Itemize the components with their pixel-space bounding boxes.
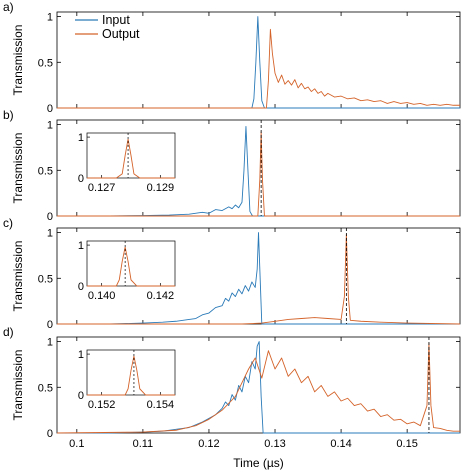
panel-3: 0 0.5 1 d) Transmission 0 1 0.152 0.154 — [3, 325, 461, 440]
y-axis-label: Transmission — [11, 241, 25, 312]
x-tick-label: 0.12 — [198, 438, 219, 450]
series-line-output — [56, 342, 460, 434]
y-tick-label: 0 — [47, 428, 53, 440]
series-line-input — [57, 125, 460, 217]
y-tick-label: 1 — [47, 120, 53, 132]
x-tick-label: 0.13 — [264, 438, 285, 450]
plot-frame — [56, 336, 461, 434]
y-axis-label: Transmission — [11, 133, 25, 204]
inset-y-tick-label: 1 — [78, 240, 84, 252]
inset-series-line-output — [87, 247, 175, 287]
inset-y-tick-label: 1 — [78, 132, 84, 144]
y-tick-label: 0 — [47, 319, 53, 331]
inset-x-tick-label: 0.127 — [88, 182, 116, 194]
y-axis-label: Transmission — [11, 25, 25, 96]
y-tick-label: 0.5 — [38, 165, 53, 177]
plot-frame — [56, 227, 461, 325]
inset-series-line-output — [87, 356, 175, 396]
panel-label: b) — [3, 108, 14, 122]
inset-plot: 0 1 0.127 0.129 — [78, 132, 176, 194]
inset-x-tick-label: 0.129 — [147, 182, 175, 194]
y-tick-label: 0.5 — [38, 273, 53, 285]
y-tick-label: 1 — [47, 12, 53, 24]
y-axis-label: Transmission — [11, 350, 25, 421]
x-axis-label: Time (µs) — [233, 456, 283, 470]
inset-y-tick-label: 0 — [78, 173, 84, 185]
legend-label-input: Input — [102, 13, 130, 27]
series-line-input — [57, 16, 460, 109]
inset-series-line-output — [87, 139, 175, 179]
inset-y-tick-label: 0 — [78, 390, 84, 402]
inset-x-tick-label: 0.152 — [88, 399, 116, 411]
panel-0: 0 0.5 1 a) Transmission — [3, 0, 461, 115]
y-tick-label: 0 — [47, 103, 53, 115]
y-tick-label: 0 — [47, 211, 53, 223]
y-tick-label: 0.5 — [38, 57, 53, 69]
panel-1: 0 0.5 1 b) Transmission 0 1 0.127 0.129 — [3, 108, 461, 223]
y-tick-label: 1 — [47, 337, 53, 349]
series-line-input — [57, 341, 460, 434]
panel-label: d) — [3, 325, 14, 339]
inset-plot: 0 1 0.152 0.154 — [78, 349, 176, 411]
series-line-input — [57, 232, 460, 325]
x-tick-label: 0.14 — [330, 438, 351, 450]
y-tick-label: 1 — [47, 228, 53, 240]
legend-label-output: Output — [102, 27, 140, 41]
inset-y-tick-label: 0 — [78, 281, 84, 293]
inset-plot: 0 1 0.140 0.142 — [78, 240, 176, 302]
inset-y-tick-label: 1 — [78, 349, 84, 361]
inset-x-tick-label: 0.142 — [147, 290, 175, 302]
panel-label: c) — [3, 216, 13, 230]
x-tick-label: 0.11 — [133, 438, 154, 450]
x-tick-label: 0.15 — [396, 438, 417, 450]
inset-x-tick-label: 0.154 — [147, 399, 175, 411]
series-line-output — [57, 28, 460, 109]
y-tick-label: 0.5 — [38, 382, 53, 394]
panel-label: a) — [3, 0, 14, 14]
series-line-output — [57, 233, 461, 325]
x-tick-label: 0.1 — [69, 438, 84, 450]
panel-2: 0 0.5 1 c) Transmission 0 1 0.140 0.142 — [3, 216, 461, 331]
inset-x-tick-label: 0.140 — [88, 290, 116, 302]
